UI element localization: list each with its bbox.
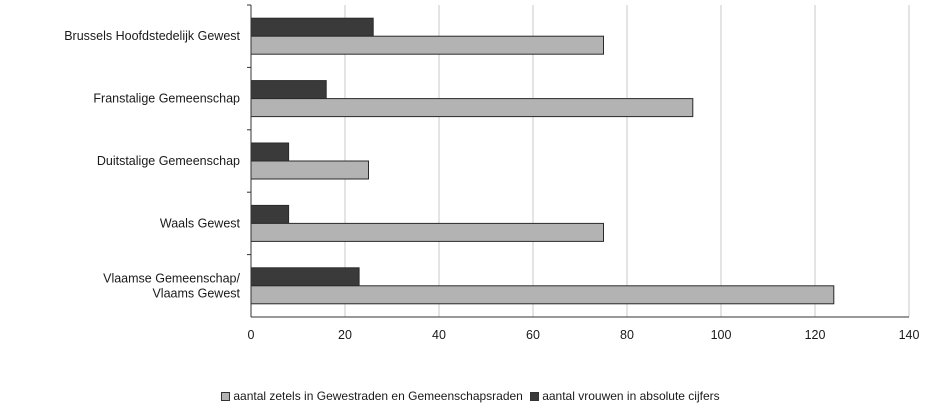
category-label: Franstalige Gemeenschap (93, 92, 240, 106)
x-tick-label: 120 (805, 328, 826, 342)
x-tick-label: 0 (248, 328, 255, 342)
x-tick-label: 140 (899, 328, 920, 342)
bar-vrouwen-0 (250, 17, 374, 37)
gridlines (344, 5, 910, 317)
legend-swatch-vrouwen (530, 391, 540, 401)
bar-vrouwen-1 (250, 80, 327, 100)
bars (250, 17, 835, 305)
category-label: Vlaamse Gemeenschap/ (103, 271, 240, 285)
bar-zetels-4 (250, 285, 835, 305)
x-tick-label: 60 (526, 328, 540, 342)
category-label: Brussels Hoofdstedelijk Gewest (64, 29, 240, 43)
legend-item-zetels: aantal zetels in Gewestraden en Gemeensc… (221, 389, 523, 403)
bar-vrouwen-4 (250, 267, 360, 287)
x-tick-label: 40 (432, 328, 446, 342)
category-labels: Brussels Hoofdstedelijk Gewest Franstalig… (64, 29, 240, 300)
legend-label-zetels: aantal zetels in Gewestraden en Gemeensc… (233, 389, 523, 403)
bar-chart: Brussels Hoofdstedelijk Gewest Franstalig… (64, 4, 920, 342)
bar-zetels-0 (250, 35, 604, 55)
bar-vrouwen-3 (250, 204, 290, 224)
legend: aantal zetels in Gewestraden en Gemeensc… (0, 389, 941, 404)
x-tick-label: 20 (338, 328, 352, 342)
x-tick-label: 100 (711, 328, 732, 342)
category-label: Duitstalige Gemeenschap (97, 154, 240, 168)
category-label: Waals Gewest (160, 216, 241, 230)
x-tick-label: 80 (620, 328, 634, 342)
x-tick-labels: 0 20 40 60 80 100 120 140 (248, 328, 920, 342)
legend-item-vrouwen: aantal vrouwen in absolute cijfers (530, 389, 720, 403)
bar-zetels-3 (250, 222, 604, 242)
category-label: Vlaams Gewest (152, 286, 240, 300)
legend-label-vrouwen: aantal vrouwen in absolute cijfers (542, 389, 720, 403)
bar-vrouwen-2 (250, 142, 290, 162)
legend-swatch-zetels (221, 391, 231, 401)
axes (247, 4, 909, 318)
bar-zetels-2 (250, 160, 369, 180)
bar-zetels-1 (250, 98, 694, 118)
